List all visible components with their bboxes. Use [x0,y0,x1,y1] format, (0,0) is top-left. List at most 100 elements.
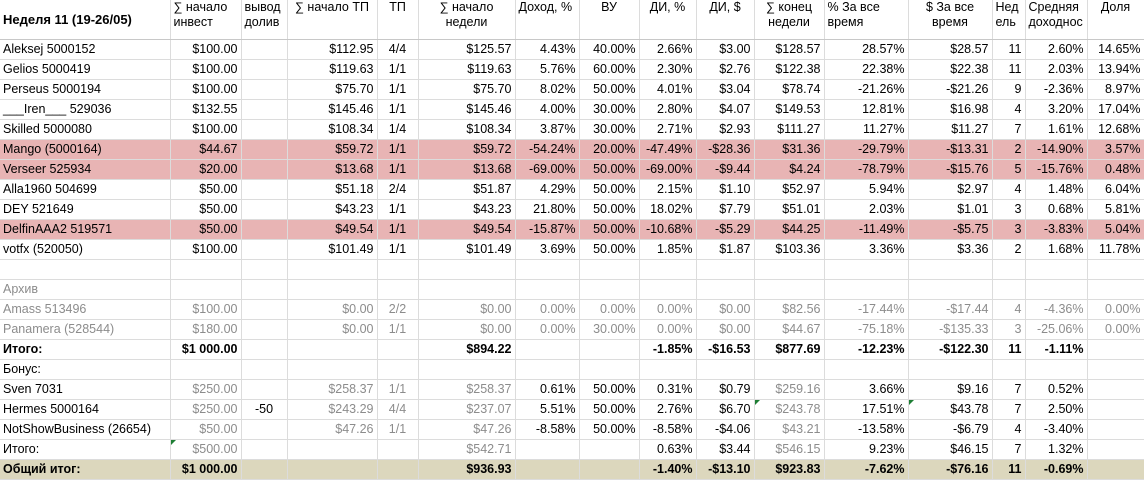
table-cell[interactable]: -50 [241,399,288,420]
table-cell[interactable]: 2.03% [824,199,909,220]
table-cell[interactable]: 3 [992,319,1026,340]
empty-cell[interactable] [824,259,909,280]
table-cell[interactable] [1087,419,1144,440]
table-cell[interactable]: 0.68% [1025,199,1088,220]
table-cell[interactable] [241,319,288,340]
table-cell[interactable] [241,79,288,100]
header-cell[interactable]: ∑ конец недели [754,0,825,40]
table-cell[interactable]: $125.57 [418,39,516,60]
table-cell[interactable]: $132.55 [170,99,242,120]
table-cell[interactable]: 50.00% [579,419,640,440]
header-cell[interactable]: ТП [377,0,419,40]
table-cell[interactable]: -$9.44 [696,159,755,180]
table-cell[interactable]: $59.72 [287,139,378,160]
table-cell[interactable]: -8.58% [639,419,697,440]
table-cell[interactable]: 22.38% [824,59,909,80]
table-cell[interactable] [241,199,288,220]
table-cell[interactable]: $1.10 [696,179,755,200]
empty-cell[interactable] [639,359,697,380]
table-cell[interactable]: 2.80% [639,99,697,120]
table-cell[interactable]: $28.57 [908,39,993,60]
table-cell[interactable]: 1/1 [377,139,419,160]
table-cell[interactable]: $4.07 [696,99,755,120]
empty-cell[interactable] [377,359,419,380]
header-cell[interactable]: ВУ [579,0,640,40]
empty-cell[interactable] [1025,259,1088,280]
table-cell[interactable] [241,419,288,440]
header-cell[interactable]: Нед ель [992,0,1026,40]
table-cell[interactable]: $894.22 [418,339,516,360]
empty-cell[interactable] [824,359,909,380]
table-cell[interactable]: $49.54 [418,219,516,240]
table-cell[interactable]: 50.00% [579,399,640,420]
table-cell[interactable]: 11 [992,39,1026,60]
table-cell[interactable] [377,459,419,480]
table-cell[interactable]: -2.36% [1025,79,1088,100]
table-cell[interactable]: $149.53 [754,99,825,120]
table-cell[interactable]: -15.87% [515,219,580,240]
row-label-cell[interactable]: Sven 7031 [0,379,171,400]
table-cell[interactable]: $43.78 [908,399,993,420]
row-label-cell[interactable]: NotShowBusiness (26654) [0,419,171,440]
empty-cell[interactable] [992,359,1026,380]
table-cell[interactable]: -$4.06 [696,419,755,440]
table-cell[interactable]: 5.94% [824,179,909,200]
table-cell[interactable]: -3.83% [1025,219,1088,240]
table-cell[interactable]: 2 [992,139,1026,160]
table-cell[interactable]: 2.71% [639,119,697,140]
table-cell[interactable]: 3 [992,199,1026,220]
table-cell[interactable] [1087,399,1144,420]
empty-cell[interactable] [908,279,993,300]
table-cell[interactable]: 21.80% [515,199,580,220]
table-cell[interactable]: -1.85% [639,339,697,360]
table-cell[interactable]: $0.00 [418,319,516,340]
row-label-cell[interactable]: Alla1960 504699 [0,179,171,200]
table-cell[interactable] [241,459,288,480]
table-cell[interactable]: 3.87% [515,119,580,140]
header-cell[interactable]: ∑ начало ТП [287,0,378,40]
table-cell[interactable]: $0.79 [696,379,755,400]
table-cell[interactable] [241,379,288,400]
row-label-cell[interactable]: Aleksej 5000152 [0,39,171,60]
empty-cell[interactable] [241,279,288,300]
table-cell[interactable]: 18.02% [639,199,697,220]
table-cell[interactable]: $237.07 [418,399,516,420]
table-cell[interactable]: $3.36 [908,239,993,260]
table-cell[interactable]: 1.32% [1025,439,1088,460]
table-cell[interactable]: -29.79% [824,139,909,160]
empty-cell[interactable] [241,259,288,280]
table-cell[interactable]: -1.11% [1025,339,1088,360]
table-cell[interactable]: $108.34 [418,119,516,140]
table-cell[interactable]: 2.60% [1025,39,1088,60]
table-cell[interactable]: 0.00% [579,299,640,320]
table-cell[interactable]: 0.00% [1087,319,1144,340]
table-cell[interactable]: 13.94% [1087,59,1144,80]
table-cell[interactable]: 4/4 [377,39,419,60]
table-cell[interactable]: 1.48% [1025,179,1088,200]
table-cell[interactable]: 17.51% [824,399,909,420]
row-label-cell[interactable]: Mango (5000164) [0,139,171,160]
table-cell[interactable]: $101.49 [287,239,378,260]
table-cell[interactable] [241,439,288,460]
table-cell[interactable]: $50.00 [170,179,242,200]
table-cell[interactable]: -10.68% [639,219,697,240]
table-cell[interactable]: 8.97% [1087,79,1144,100]
table-cell[interactable]: 1/1 [377,219,419,240]
table-cell[interactable] [515,339,580,360]
table-cell[interactable]: $44.25 [754,219,825,240]
header-cell[interactable]: $ За все время [908,0,993,40]
table-cell[interactable]: $1 000.00 [170,339,242,360]
empty-cell[interactable] [696,359,755,380]
table-cell[interactable]: 50.00% [579,239,640,260]
table-cell[interactable]: 50.00% [579,79,640,100]
table-cell[interactable]: -25.06% [1025,319,1088,340]
empty-cell[interactable] [754,359,825,380]
table-cell[interactable]: 1/1 [377,379,419,400]
table-cell[interactable] [241,59,288,80]
table-cell[interactable]: 0.61% [515,379,580,400]
table-cell[interactable]: $111.27 [754,119,825,140]
table-cell[interactable]: 2 [992,239,1026,260]
table-cell[interactable]: $4.24 [754,159,825,180]
table-cell[interactable]: $180.00 [170,319,242,340]
row-label-cell[interactable]: Итого: [0,339,171,360]
